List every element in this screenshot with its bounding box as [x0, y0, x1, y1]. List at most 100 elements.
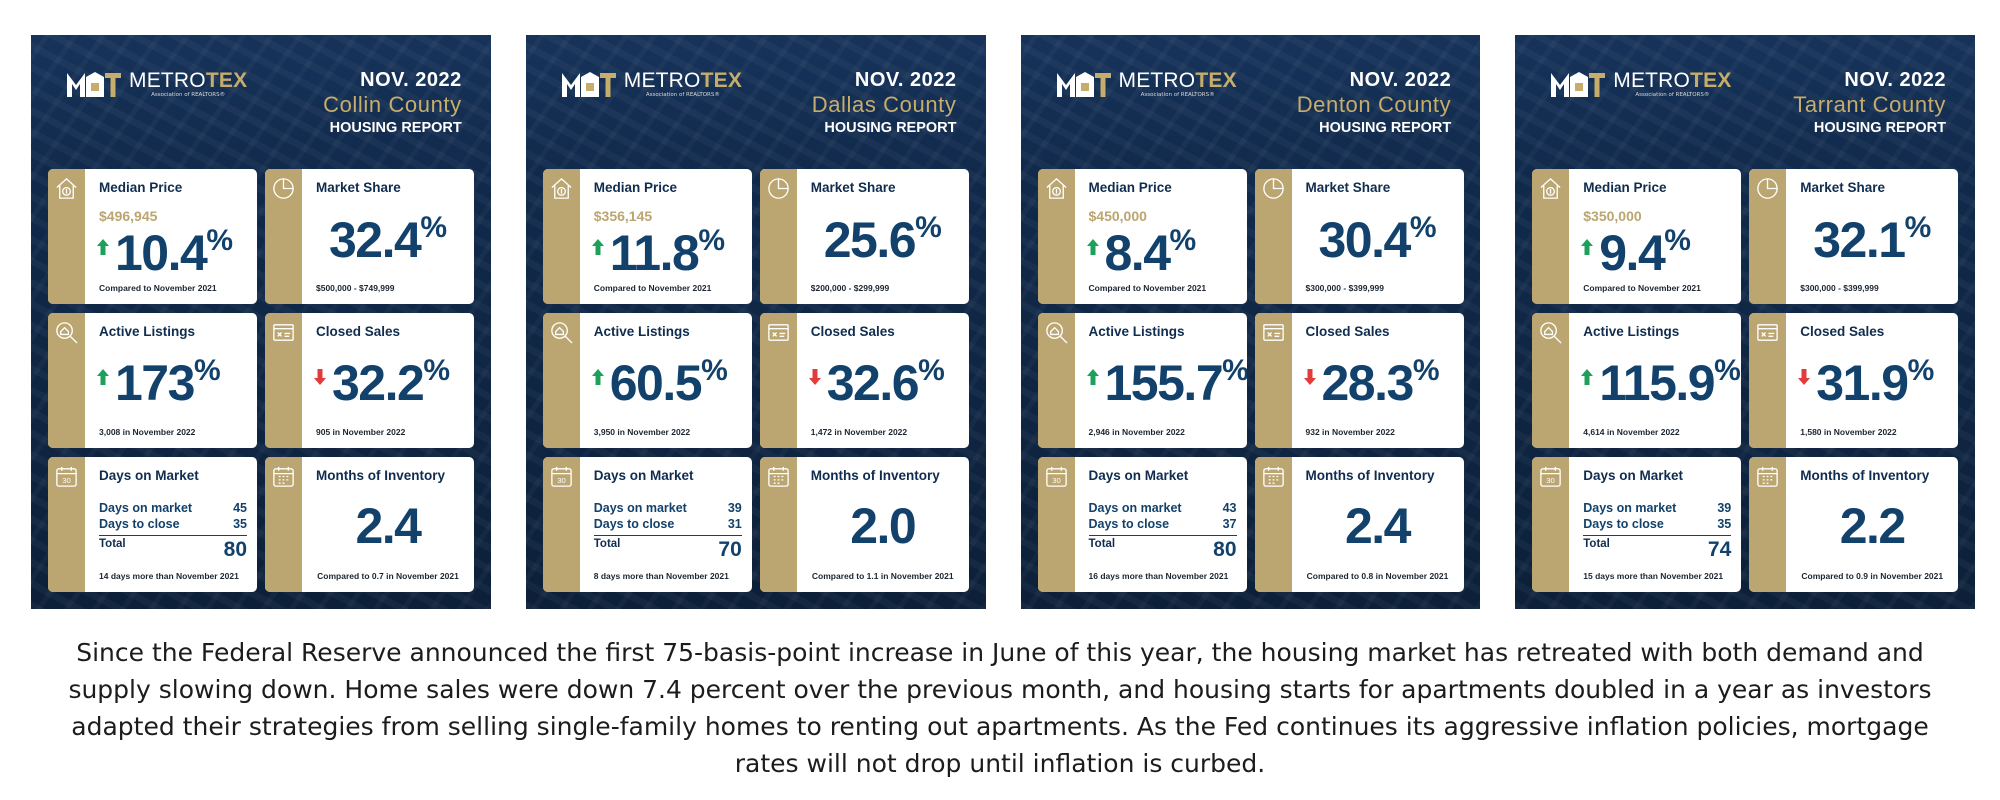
up-arrow-icon [1086, 239, 1099, 255]
active-listings-card: Active Listings 155.7% 2,946 in November… [1037, 313, 1247, 448]
card-title: Closed Sales [810, 324, 895, 339]
logo-subtitle: Association of REALTORS® [151, 91, 226, 98]
days-on-market-card: 30 Days on Market Days on market 39 Days … [542, 457, 752, 592]
median-price-card: Median Price $356,145 11.8% Compared to … [542, 169, 752, 304]
calendar-grid-icon [1757, 466, 1779, 487]
card-title: Active Listings [593, 324, 690, 339]
active-listings-note: 2,946 in November 2022 [1088, 427, 1185, 437]
active-listings-card: Active Listings 60.5% 3,950 in November … [542, 313, 752, 448]
report-date: NOV. 2022 [1349, 69, 1452, 91]
county-report-4: METROTEX Association of REALTORS® NOV. 2… [1515, 35, 1975, 609]
active-listings-note: 3,008 in November 2022 [99, 427, 196, 437]
calendar-grid-icon [767, 466, 789, 487]
report-label: HOUSING REPORT [329, 120, 462, 137]
close-label: Days to close [1088, 517, 1170, 531]
total-value: 80 [223, 538, 247, 561]
card-title: Active Listings [1088, 324, 1185, 339]
dom-label: Days on market [1583, 501, 1677, 515]
svg-text:30: 30 [62, 476, 71, 485]
market-share-value: 30.4% [1318, 211, 1437, 268]
report-header: NOV. 2022 Dallas County HOUSING REPORT [812, 69, 957, 137]
card-title: Market Share [1800, 180, 1886, 195]
house-dollar-icon [551, 177, 572, 199]
county-report-1: METROTEX Association of REALTORS® NOV. 2… [31, 35, 491, 609]
close-value: 35 [1717, 517, 1732, 531]
calendar-30-icon: 30 [1540, 466, 1562, 487]
svg-text:30: 30 [557, 476, 566, 485]
months-note: Compared to 0.8 in November 2021 [1306, 571, 1449, 581]
house-dollar-icon [1045, 177, 1067, 199]
card-title: Days on Market [99, 468, 199, 483]
metrotex-logo-mark-icon [561, 72, 616, 97]
total-value: 74 [1707, 538, 1732, 561]
calendar-grid-icon [273, 466, 294, 487]
card-title: Median Price [1583, 180, 1667, 195]
house-search-icon [1540, 322, 1562, 344]
county-report-3: METROTEX Association of REALTORS® NOV. 2… [1020, 35, 1481, 609]
closed-sales-note: 1,580 in November 2022 [1800, 427, 1897, 437]
median-price-card: Median Price $450,000 8.4% Compared to N… [1037, 169, 1247, 304]
median-price-value: $356,145 [593, 208, 653, 224]
down-arrow-icon [808, 369, 821, 385]
months-inventory-card: Months of Inventory 2.0 Compared to 1.1 … [759, 457, 969, 592]
county-report-2: METROTEX Association of REALTORS® NOV. 2… [525, 35, 986, 609]
card-title: Market Share [810, 180, 896, 195]
house-search-icon [56, 322, 78, 344]
sold-sign-icon [1262, 324, 1284, 341]
dom-label: Days on market [99, 501, 193, 515]
card-title: Closed Sales [1800, 324, 1885, 339]
report-label: HOUSING REPORT [824, 120, 957, 137]
total-value: 70 [718, 538, 742, 561]
days-breakdown: Days on market 39 Days to close 35 Total 74 [1583, 500, 1732, 561]
market-share-card: Market Share 32.4% $500,000 - $749,999 [265, 169, 474, 304]
active-listings-change: 115.9% [1599, 354, 1741, 411]
active-listings-card: Active Listings 115.9% 4,614 in November… [1532, 313, 1742, 448]
days-on-market-card: 30 Days on Market Days on market 45 Days … [48, 457, 257, 592]
dom-value: 39 [1717, 501, 1732, 515]
pie-chart-icon [1757, 178, 1779, 199]
median-price-value: $350,000 [1583, 208, 1642, 224]
days-breakdown: Days on market 43 Days to close 37 Total 80 [1088, 500, 1237, 560]
house-search-icon [1045, 322, 1068, 344]
median-change-value: 8.4% [1104, 224, 1197, 281]
months-inventory-value: 2.4 [355, 498, 422, 554]
report-date: NOV. 2022 [1844, 69, 1946, 91]
report-header: NOV. 2022 Denton County HOUSING REPORT [1297, 69, 1452, 137]
down-arrow-icon [1303, 369, 1316, 385]
calendar-30-icon: 30 [550, 466, 572, 487]
market-share-range: $300,000 - $399,999 [1800, 283, 1879, 293]
up-arrow-icon [1581, 369, 1594, 385]
card-title: Months of Inventory [810, 468, 940, 483]
metrotex-logo-mark-icon [67, 72, 121, 97]
pie-chart-icon [767, 178, 789, 199]
closed-sales-note: 932 in November 2022 [1305, 427, 1395, 437]
house-dollar-icon [1540, 177, 1561, 199]
up-arrow-icon [1581, 239, 1594, 255]
days-note: 14 days more than November 2021 [99, 571, 239, 581]
report-date: NOV. 2022 [854, 69, 957, 91]
total-label: Total [1583, 538, 1610, 550]
card-title: Active Listings [99, 324, 196, 339]
logo-wordmark: METROTEX [1118, 68, 1237, 92]
months-note: Compared to 0.7 in November 2021 [317, 571, 459, 581]
divider [1583, 535, 1732, 536]
market-share-card: Market Share 25.6% $200,000 - $299,999 [759, 169, 969, 304]
report-label: HOUSING REPORT [1813, 120, 1946, 137]
days-note: 16 days more than November 2021 [1088, 571, 1229, 581]
card-title: Market Share [316, 180, 401, 195]
logo-subtitle: Association of REALTORS® [1635, 91, 1710, 98]
closed-sales-card: Closed Sales 31.9% 1,580 in November 202… [1749, 313, 1959, 448]
card-title: Months of Inventory [316, 468, 445, 483]
up-arrow-icon [97, 369, 109, 385]
calendar-30-icon: 30 [56, 466, 77, 487]
close-label: Days to close [1583, 517, 1664, 531]
median-price-value: $450,000 [1088, 208, 1147, 224]
report-gallery: METROTEX Association of REALTORS® NOV. 2… [31, 35, 1975, 609]
up-arrow-icon [591, 239, 604, 255]
up-arrow-icon [591, 369, 604, 385]
market-share-value: 32.1% [1813, 211, 1932, 268]
up-arrow-icon [97, 239, 109, 255]
median-change-value: 11.8% [609, 224, 725, 281]
active-listings-change: 155.7% [1104, 354, 1247, 411]
logo-wordmark: METROTEX [1613, 68, 1732, 92]
